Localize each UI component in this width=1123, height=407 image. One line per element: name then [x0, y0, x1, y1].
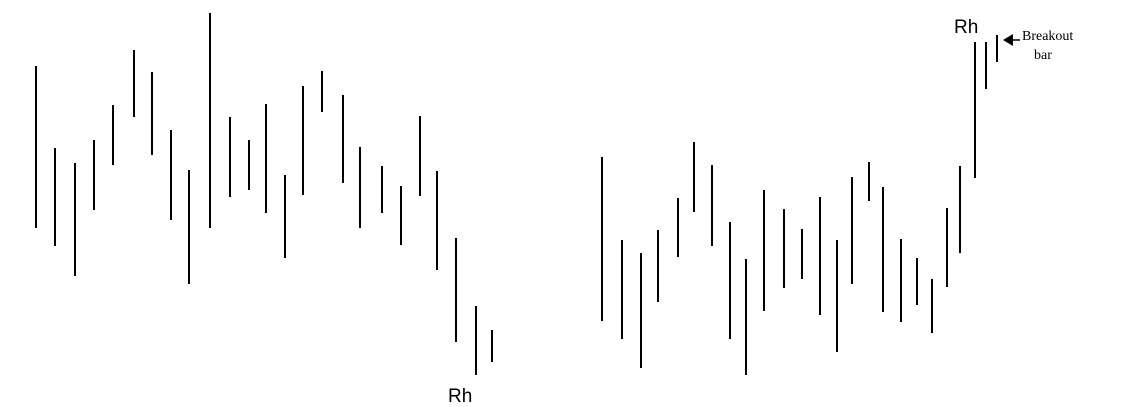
rh-top-label: Rh: [954, 17, 978, 38]
breakout-label-bar: bar: [1034, 48, 1052, 63]
breakout-label: Breakout: [1022, 29, 1073, 44]
left-arrow-icon: [1003, 34, 1020, 46]
left-bar-group: [35, 13, 493, 375]
rh-bottom-label: Rh: [448, 386, 472, 407]
right-bar-group: [601, 35, 998, 375]
